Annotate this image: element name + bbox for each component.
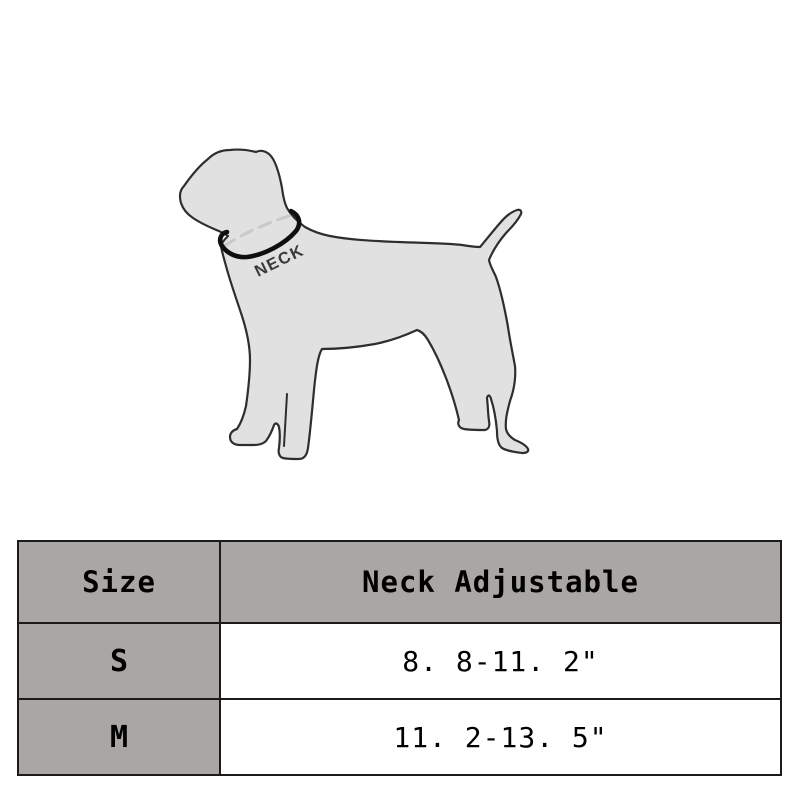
dog-silhouette <box>178 148 530 461</box>
front-leg-separation-line <box>283 393 288 447</box>
size-chart-header-row: Size Neck Adjustable <box>17 540 782 624</box>
size-chart-table: Size Neck Adjustable S 8. 8-11. 2" M 11.… <box>17 540 782 776</box>
neck-measure-dashed-line <box>222 214 291 248</box>
table-row-size-m: M 11. 2-13. 5" <box>17 698 782 776</box>
collar-measure-line <box>217 208 302 260</box>
size-s-label-cell: S <box>17 622 221 700</box>
size-m-label-cell: M <box>17 698 221 776</box>
table-row-size-s: S 8. 8-11. 2" <box>17 622 782 700</box>
size-s-neck-range-cell: 8. 8-11. 2" <box>219 622 782 700</box>
header-neck-adjustable-cell: Neck Adjustable <box>219 540 782 624</box>
size-m-neck-range-cell: 11. 2-13. 5" <box>219 698 782 776</box>
dog-measurement-diagram: NECK <box>178 148 530 461</box>
header-size-cell: Size <box>17 540 221 624</box>
